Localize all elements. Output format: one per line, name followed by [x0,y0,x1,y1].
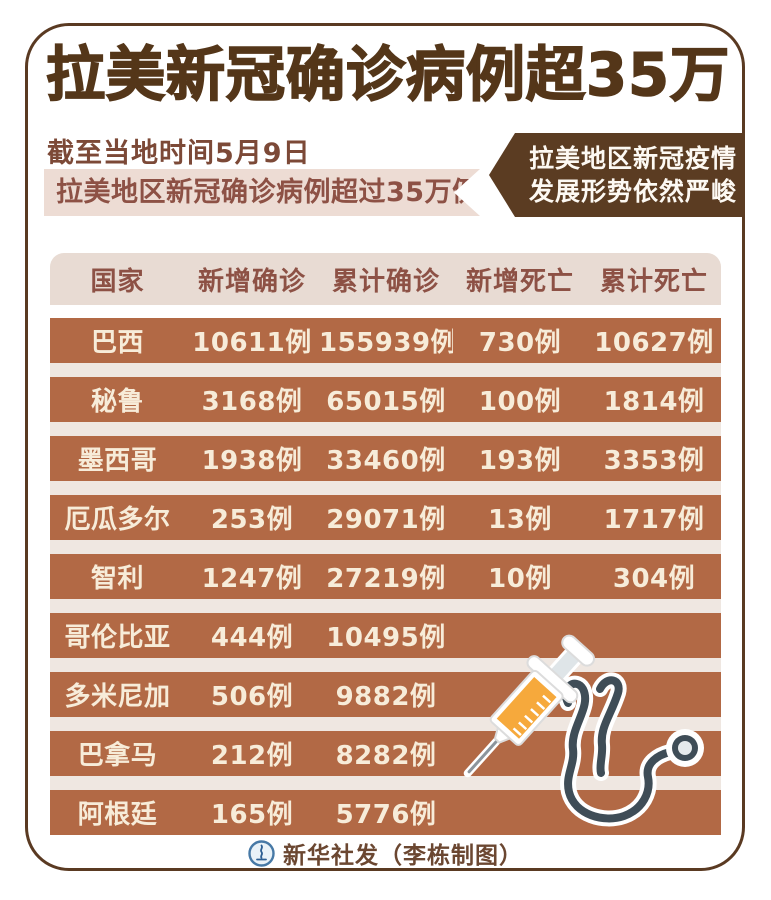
cell-new-deaths: 13例 [488,505,552,535]
medical-illustration [463,634,704,827]
cell-new-confirmed: 253例 [210,505,294,535]
cell-new-confirmed: 444例 [210,623,294,653]
cell-country: 厄瓜多尔 [64,505,171,535]
column-header-total-deaths: 累计死亡 [599,266,708,297]
cell-new-deaths: 100例 [478,387,562,417]
cell-total-confirmed: 9882例 [335,682,437,712]
situation-banner: 拉美地区新冠疫情 发展形势依然严峻 [489,133,745,217]
table-row: 哥伦比亚 444例 10495例 [50,613,721,658]
summary-banner: 拉美地区新冠确诊病例超过35万例 [44,169,480,216]
column-header-total-confirmed: 累计确诊 [331,266,440,297]
cell-total-deaths: 1717例 [603,505,705,535]
cell-total-confirmed: 65015例 [326,387,446,417]
cell-new-deaths: 193例 [478,446,562,476]
table-row: 智利 1247例 27219例 10例 304例 [50,554,721,599]
cell-new-confirmed: 3168例 [201,387,303,417]
cell-total-confirmed: 155939例 [319,328,453,358]
cell-new-deaths: 730例 [478,328,562,358]
xinhua-logo [248,839,275,867]
cell-total-confirmed: 8282例 [335,741,437,771]
column-header-new-deaths: 新增死亡 [465,266,574,297]
column-header-country: 国家 [90,266,145,297]
cell-total-confirmed: 29071例 [326,505,446,535]
table-body: 巴西 10611例 155939例 730例 10627例 秘鲁 3168例 6… [50,318,721,835]
credit-text: 新华社发（李栋制图） [283,843,523,869]
cell-new-confirmed: 165例 [210,800,294,830]
cases-table: 国家 新增确诊 累计确诊 新增死亡 累计死亡 巴西 10611例 155939例… [50,253,721,835]
cell-new-confirmed: 1938例 [201,446,303,476]
syringe-icon [463,634,596,778]
cell-total-confirmed: 33460例 [326,446,446,476]
date-note: 截至当地时间5月9日 [47,138,311,169]
cell-country: 哥伦比亚 [64,623,171,653]
cell-country: 多米尼加 [64,682,171,712]
cell-total-confirmed: 5776例 [335,800,437,830]
cell-new-deaths: 10例 [488,564,552,594]
situation-banner-line2: 发展形势依然严峻 [529,177,738,206]
cell-new-confirmed: 10611例 [192,328,312,358]
cell-total-deaths: 10627例 [594,328,714,358]
cell-total-deaths: 304例 [612,564,696,594]
table-row: 巴西 10611例 155939例 730例 10627例 [50,318,721,363]
cell-total-deaths: 3353例 [603,446,705,476]
cell-country: 智利 [90,564,144,594]
cell-country: 巴拿马 [77,741,158,771]
cell-country: 巴西 [90,328,144,358]
table-row: 厄瓜多尔 253例 29071例 13例 1717例 [50,495,721,540]
cell-new-confirmed: 506例 [210,682,294,712]
page-title: 拉美新冠确诊病例超35万 [45,39,731,110]
cell-country: 墨西哥 [77,446,158,476]
cell-total-confirmed: 27219例 [326,564,446,594]
situation-banner-line1: 拉美地区新冠疫情 [529,144,738,173]
footer-credit-bar: 新华社发（李栋制图） [0,838,771,869]
cell-country: 阿根廷 [77,800,158,830]
cell-total-deaths: 1814例 [603,387,705,417]
table-row: 墨西哥 1938例 33460例 193例 3353例 [50,436,721,481]
column-header-new-confirmed: 新增确诊 [197,266,306,297]
cell-total-confirmed: 10495例 [326,623,446,653]
table-row: 秘鲁 3168例 65015例 100例 1814例 [50,377,721,422]
cell-new-confirmed: 212例 [210,741,294,771]
table-header-row: 国家 新增确诊 累计确诊 新增死亡 累计死亡 [50,253,721,305]
cell-country: 秘鲁 [90,387,144,417]
cell-new-confirmed: 1247例 [201,564,303,594]
stethoscope-icon [557,672,704,827]
